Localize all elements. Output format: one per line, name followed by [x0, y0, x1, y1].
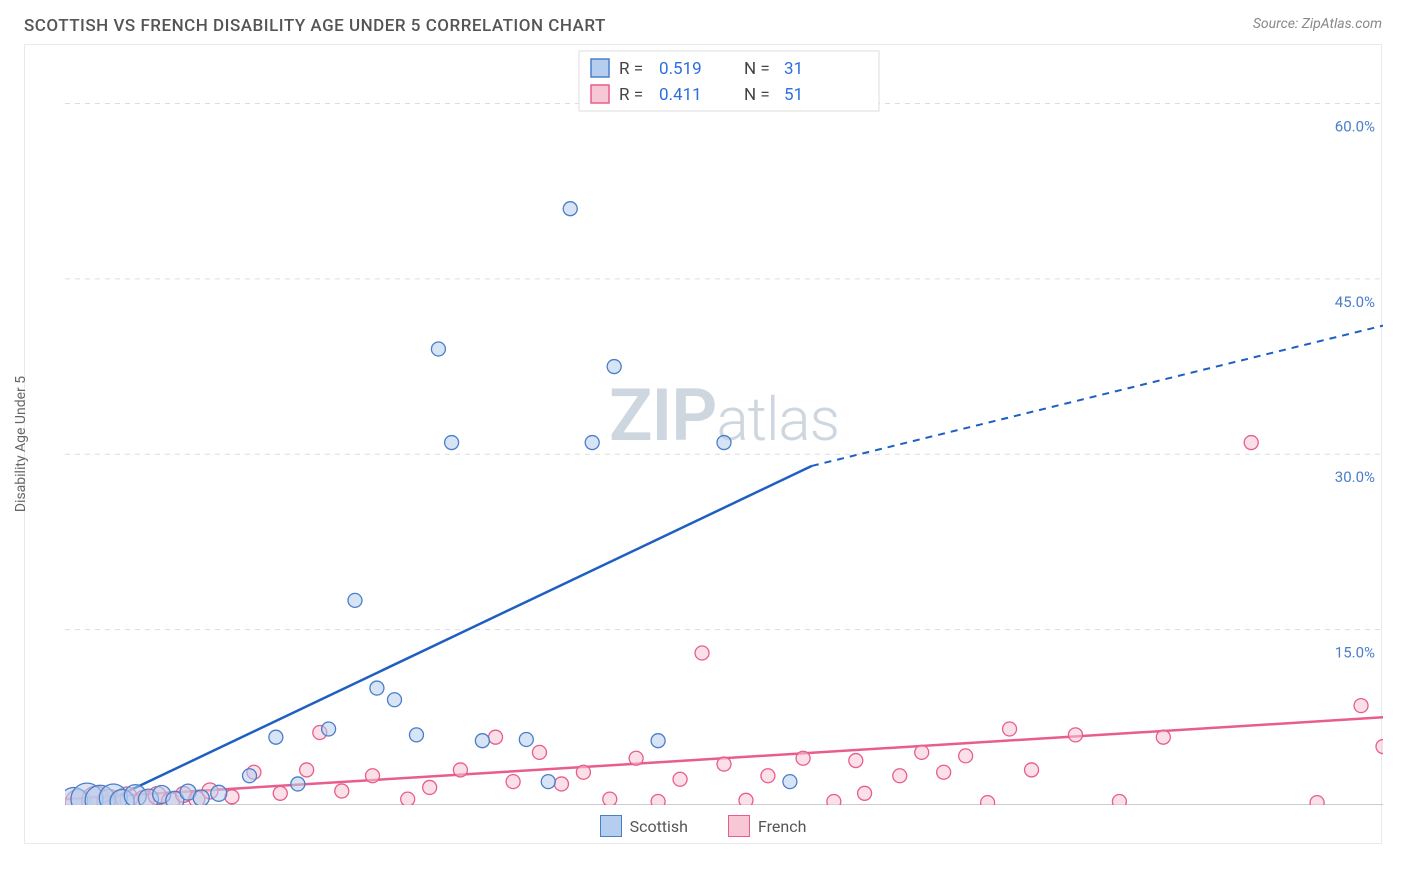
chart-title: SCOTTISH VS FRENCH DISABILITY AGE UNDER …	[24, 16, 606, 36]
data-point	[489, 730, 503, 744]
data-point	[629, 751, 643, 765]
data-point	[541, 775, 555, 789]
data-point	[211, 785, 227, 801]
data-point	[651, 734, 665, 748]
data-point	[783, 775, 797, 789]
data-point	[506, 775, 520, 789]
data-point	[269, 730, 283, 744]
data-point	[401, 792, 415, 805]
data-point	[981, 796, 995, 805]
svg-text:30.0%: 30.0%	[1335, 468, 1375, 486]
bottom-legend: Scottish French	[25, 815, 1381, 837]
data-point	[607, 360, 621, 374]
data-point	[893, 769, 907, 783]
svg-text:N =: N =	[744, 85, 770, 105]
data-point	[291, 777, 305, 791]
data-point	[717, 757, 731, 771]
data-point	[273, 786, 287, 800]
data-point	[796, 751, 810, 765]
data-point	[554, 777, 568, 791]
data-point	[370, 681, 384, 695]
data-point	[739, 793, 753, 805]
data-point	[563, 202, 577, 216]
legend-label-french: French	[758, 817, 806, 836]
data-point	[673, 772, 687, 786]
svg-text:45.0%: 45.0%	[1335, 293, 1375, 311]
data-point	[576, 765, 590, 779]
svg-text:51: 51	[784, 85, 803, 105]
data-point	[243, 769, 257, 783]
data-point	[445, 436, 459, 450]
legend-label-scottish: Scottish	[630, 817, 688, 836]
data-point	[695, 646, 709, 660]
svg-text:31: 31	[784, 59, 803, 79]
chart-container: SCOTTISH VS FRENCH DISABILITY AGE UNDER …	[0, 0, 1406, 892]
chart-svg: 15.0%30.0%45.0%60.0%0.0%30.0%ZIPatlasR =…	[65, 45, 1383, 805]
data-point	[409, 728, 423, 742]
data-point	[431, 342, 445, 356]
data-point	[1003, 722, 1017, 736]
data-point	[915, 745, 929, 759]
legend-swatch-pink	[728, 815, 750, 837]
data-point	[937, 765, 951, 779]
data-point	[366, 769, 380, 783]
svg-text:60.0%: 60.0%	[1335, 117, 1375, 135]
chart-box: Disability Age Under 5 15.0%30.0%45.0%60…	[24, 44, 1382, 844]
data-point	[348, 593, 362, 607]
legend-swatch-blue	[600, 815, 622, 837]
data-point	[761, 769, 775, 783]
data-point	[959, 749, 973, 763]
data-point	[717, 436, 731, 450]
data-point	[651, 794, 665, 805]
legend-item-french: French	[728, 815, 806, 837]
svg-text:R =: R =	[619, 85, 643, 105]
svg-text:0.411: 0.411	[659, 85, 702, 105]
svg-text:N =: N =	[744, 59, 770, 79]
data-point	[300, 763, 314, 777]
chart-source: Source: ZipAtlas.com	[1253, 16, 1382, 32]
data-point	[827, 794, 841, 805]
legend-item-scottish: Scottish	[600, 815, 688, 837]
data-point	[858, 786, 872, 800]
data-point	[1156, 730, 1170, 744]
data-point	[849, 754, 863, 768]
data-point	[423, 780, 437, 794]
data-point	[1244, 436, 1258, 450]
data-point	[475, 734, 489, 748]
data-point	[193, 790, 209, 805]
y-axis-label: Disability Age Under 5	[13, 376, 29, 512]
data-point	[1310, 796, 1324, 805]
data-point	[519, 733, 533, 747]
data-point	[453, 763, 467, 777]
data-point	[1354, 699, 1368, 713]
svg-text:15.0%: 15.0%	[1335, 644, 1375, 662]
data-point	[388, 693, 402, 707]
chart-header: SCOTTISH VS FRENCH DISABILITY AGE UNDER …	[24, 16, 1382, 36]
svg-text:0.519: 0.519	[659, 59, 702, 79]
data-point	[1025, 763, 1039, 777]
data-point	[532, 745, 546, 759]
plot-area: 15.0%30.0%45.0%60.0%0.0%30.0%ZIPatlasR =…	[65, 45, 1381, 803]
data-point	[1376, 740, 1383, 754]
data-point	[603, 792, 617, 805]
data-point	[585, 436, 599, 450]
data-point	[335, 784, 349, 798]
data-point	[1068, 728, 1082, 742]
svg-text:R =: R =	[619, 59, 643, 79]
data-point	[322, 722, 336, 736]
data-point	[1112, 794, 1126, 805]
